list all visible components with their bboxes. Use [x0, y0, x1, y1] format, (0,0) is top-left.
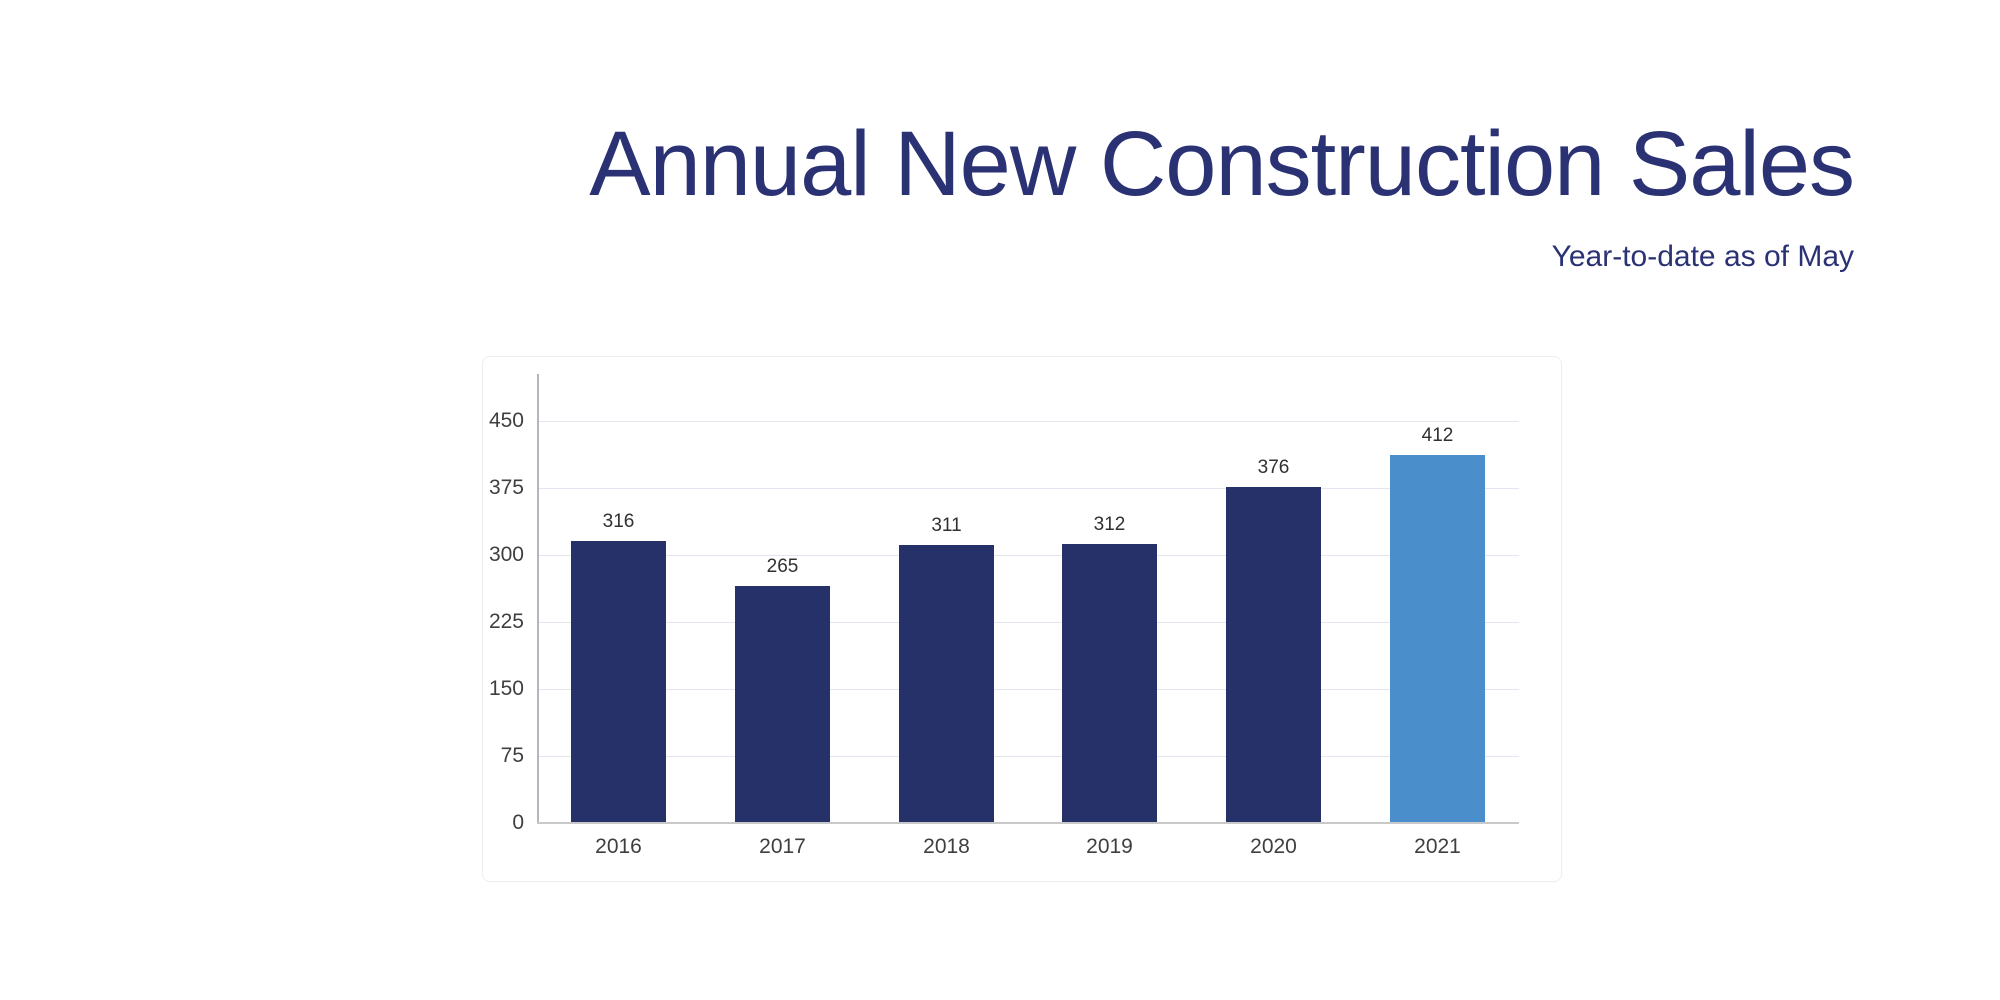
- chart-title: Annual New Construction Sales: [589, 113, 1855, 215]
- bar-2019: [1062, 544, 1157, 823]
- x-tick-label-2021: 2021: [1414, 835, 1461, 858]
- gridline-75: [537, 756, 1519, 757]
- bar-value-label-2017: 265: [766, 556, 799, 577]
- y-tick-label-75: 75: [500, 744, 524, 767]
- bar-value-label-2016: 316: [602, 511, 635, 532]
- x-tick-label-2020: 2020: [1250, 835, 1297, 858]
- x-tick-label-2016: 2016: [595, 835, 642, 858]
- bar-2016: [571, 541, 666, 823]
- bar-2020: [1226, 487, 1321, 823]
- y-tick-label-150: 150: [488, 677, 524, 700]
- chart-card: 0 75 150 225 300 375 450 316 2016 265 2017 311 2018 3…: [482, 356, 1562, 882]
- x-axis-baseline: [537, 822, 1519, 824]
- x-tick-label-2018: 2018: [923, 835, 970, 858]
- y-tick-label-0: 0: [512, 811, 524, 834]
- y-tick-label-300: 300: [488, 543, 524, 566]
- y-tick-label-375: 375: [488, 476, 524, 499]
- bar-2017: [735, 586, 830, 823]
- bar-value-label-2019: 312: [1093, 514, 1126, 535]
- bar-value-label-2021: 412: [1421, 425, 1454, 446]
- bar-value-label-2018: 311: [931, 515, 962, 536]
- gridline-450: [537, 421, 1519, 422]
- y-tick-label-450: 450: [488, 409, 524, 432]
- gridline-375: [537, 488, 1519, 489]
- x-tick-label-2017: 2017: [759, 835, 806, 858]
- bar-value-label-2020: 376: [1257, 457, 1290, 478]
- plot-area: 0 75 150 225 300 375 450 316 2016 265 2017 311 2018 3…: [483, 357, 1561, 881]
- bar-2018: [899, 545, 994, 823]
- gridline-225: [537, 622, 1519, 623]
- gridline-300: [537, 555, 1519, 556]
- bar-2021: [1390, 455, 1485, 823]
- y-tick-label-225: 225: [488, 610, 524, 633]
- y-axis-line: [537, 374, 539, 823]
- gridline-150: [537, 689, 1519, 690]
- chart-subtitle: Year-to-date as of May: [1551, 240, 1854, 273]
- x-tick-label-2019: 2019: [1086, 835, 1133, 858]
